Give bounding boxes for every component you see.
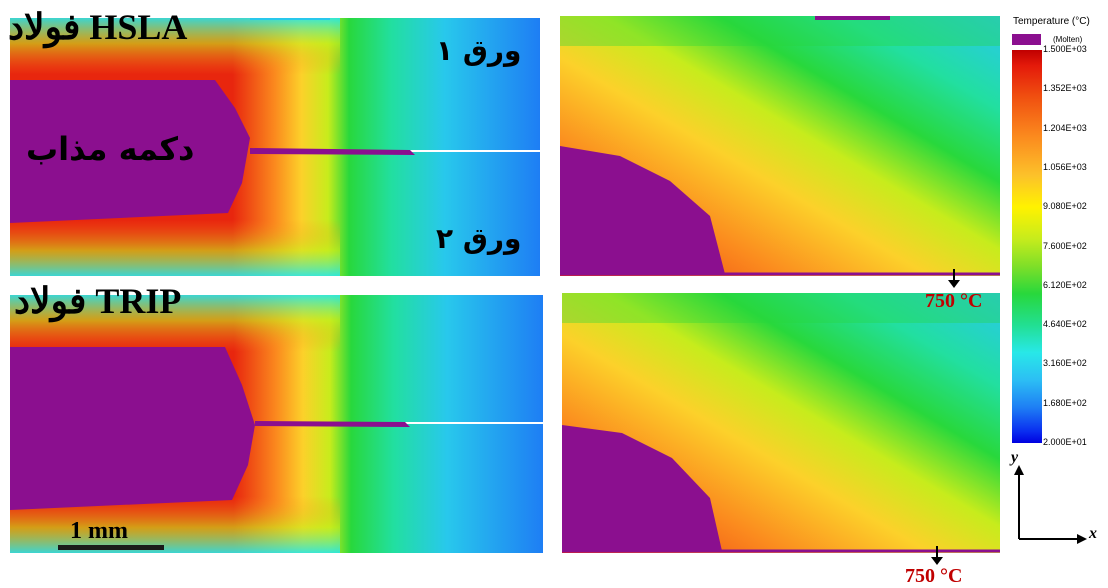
sheet2-label: ورق ۲: [436, 222, 522, 255]
legend-tick-label: 9.080E+02: [1043, 201, 1087, 212]
down-arrow-icon: [931, 557, 943, 565]
legend-tick-label: 1.204E+03: [1043, 122, 1087, 133]
hsla-zoom-panel: [560, 16, 1000, 276]
legend-molten-swatch: [1012, 34, 1041, 45]
axes-indicator: y x: [1005, 449, 1105, 550]
sheet1-label: ورق ۱: [436, 34, 522, 67]
hsla-weld-panel: [10, 18, 540, 276]
legend-tick-label: 1.352E+03: [1043, 83, 1087, 94]
molten-nugget-region: [10, 347, 255, 510]
trip-weld-panel: [10, 295, 543, 553]
axes-arrows-icon: [1014, 465, 1087, 544]
legend-tick-label: 7.600E+02: [1043, 240, 1087, 251]
legend-tick-label: 1.500E+03: [1043, 44, 1087, 54]
molten-nugget-region: [562, 425, 722, 551]
molten-nugget-label: دکمه مذاب: [26, 130, 195, 168]
legend-tick-label: 1.680E+02: [1043, 397, 1087, 408]
trip-zoom-panel: [562, 293, 1000, 553]
temp-mark-bottom: 750 °C: [905, 565, 963, 587]
legend-tick-label: 6.120E+02: [1043, 279, 1087, 290]
scale-bar-label: 1 mm: [70, 518, 128, 544]
legend-title: Temperature (°C): [1013, 16, 1090, 27]
legend-tick-label: 2.000E+01: [1043, 437, 1087, 447]
scale-bar: [58, 545, 164, 550]
legend-colorbar: [1012, 50, 1042, 443]
x-axis-label: x: [1089, 525, 1097, 542]
legend-tick-label: 1.056E+03: [1043, 161, 1087, 172]
temp-marker-arrow-top: [953, 269, 955, 281]
hsla-steel-label: فولاد HSLA: [8, 7, 188, 47]
y-axis-label: y: [1011, 449, 1019, 466]
molten-nugget-region: [10, 80, 250, 223]
trip-steel-label: فولاد TRIP: [14, 281, 182, 321]
temp-mark-top: 750 °C: [925, 290, 983, 312]
legend-tick-label: 3.160E+02: [1043, 358, 1087, 369]
molten-nugget-region: [560, 146, 725, 274]
temp-marker-arrow-bottom: [936, 546, 938, 558]
legend-tick-label: 4.640E+02: [1043, 319, 1087, 330]
down-arrow-icon: [948, 280, 960, 288]
legend-molten-label: (Molten): [1053, 35, 1083, 44]
temperature-legend: Temperature (°C) (Molten) 1.500E+03 1.352…: [1003, 10, 1108, 450]
